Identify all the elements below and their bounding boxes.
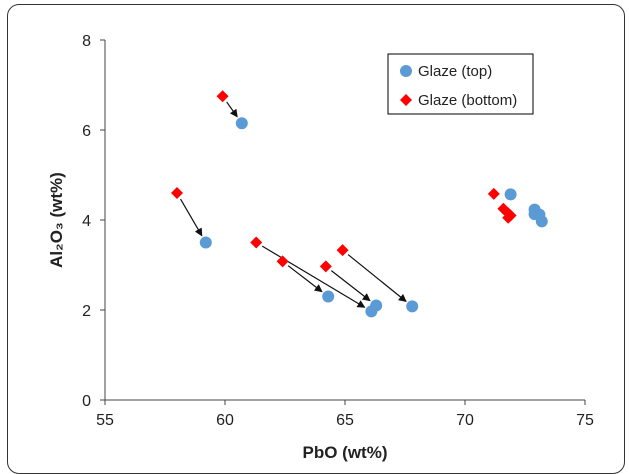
point-glaze-bottom [487, 187, 500, 200]
x-tick-label: 60 [216, 412, 234, 429]
arrow [226, 101, 238, 118]
legend: Glaze (top) Glaze (bottom) [387, 53, 534, 115]
point-glaze-top [406, 300, 419, 313]
point-glaze-bottom [171, 187, 183, 199]
x-tick-label: 65 [336, 412, 354, 429]
point-glaze-top [322, 290, 335, 303]
point-glaze-top [535, 215, 548, 228]
x-axis-title: PbO (wt%) [303, 443, 388, 462]
point-glaze-bottom [216, 90, 229, 103]
point-glaze-top [504, 188, 517, 201]
point-glaze-top [199, 236, 212, 249]
legend-marker-bottom [400, 94, 412, 106]
y-tick-label: 2 [82, 303, 91, 320]
point-glaze-bottom [319, 260, 332, 273]
point-glaze-bottom [276, 255, 289, 268]
arrow [287, 265, 323, 293]
points-group [171, 90, 548, 318]
arrow [347, 254, 407, 303]
y-tick-label: 4 [82, 213, 91, 230]
y-axis-title: Al₂O₃ (wt%) [47, 172, 66, 268]
x-tick-label: 70 [456, 412, 474, 429]
point-glaze-top [235, 117, 248, 130]
y-tick-label: 6 [82, 123, 91, 140]
axes: 55 60 65 70 75 0 2 4 6 8 PbO (wt%) Al₂O₃ (wt%) [47, 33, 594, 462]
point-glaze-bottom [336, 244, 349, 257]
point-glaze-bottom [504, 209, 517, 222]
y-tick-label: 8 [82, 33, 91, 50]
point-glaze-top [370, 299, 383, 312]
point-glaze-bottom [250, 236, 263, 249]
arrow [180, 198, 203, 237]
x-tick-label: 75 [576, 412, 594, 429]
arrows-group [180, 101, 407, 308]
y-tick-label: 0 [82, 393, 91, 410]
arrow [330, 270, 371, 302]
arrow [261, 245, 366, 308]
legend-label-top: Glaze (top) [418, 63, 492, 80]
legend-box [387, 53, 534, 115]
x-tick-label: 55 [96, 412, 114, 429]
legend-marker-top [400, 65, 412, 77]
legend-label-bottom: Glaze (bottom) [418, 92, 517, 109]
